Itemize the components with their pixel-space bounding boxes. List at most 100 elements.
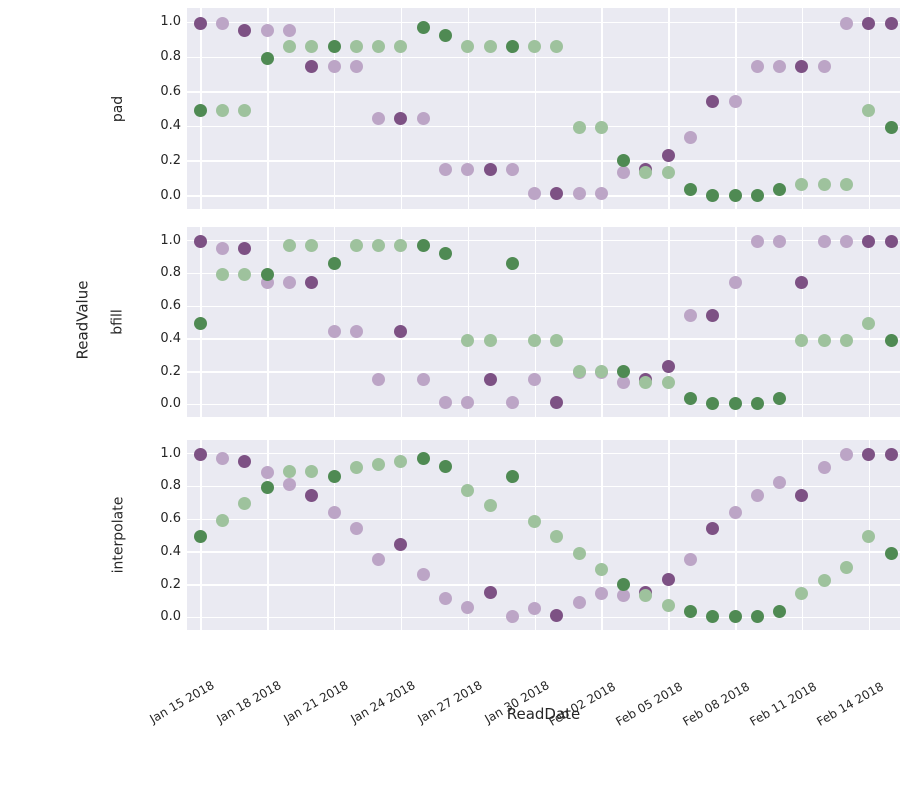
scatter-point (305, 464, 319, 478)
scatter-point (617, 364, 631, 378)
scatter-point (550, 39, 564, 53)
facet-label-bfill: bfill (106, 227, 130, 417)
scatter-point (795, 333, 809, 347)
gridline-horizontal (187, 518, 900, 520)
scatter-point (216, 268, 230, 281)
scatter-point (840, 333, 854, 347)
gridline-vertical (467, 8, 470, 209)
y-tick-label: 0.6 (160, 511, 181, 527)
scatter-point (817, 235, 831, 249)
scatter-point (416, 567, 430, 581)
scatter-point (394, 238, 408, 252)
scatter-point (505, 469, 519, 483)
scatter-point (461, 484, 475, 498)
scatter-point (305, 238, 319, 252)
scatter-point (483, 499, 497, 513)
scatter-point (617, 376, 631, 390)
scatter-point (684, 308, 698, 322)
scatter-point (617, 577, 631, 591)
y-tick-labels-pad: 0.0 0.2 0.4 0.6 0.8 1.0 (141, 8, 181, 209)
scatter-point (394, 454, 408, 468)
gridline-vertical (534, 227, 536, 417)
scatter-point (193, 235, 207, 249)
gridline-horizontal (187, 616, 900, 619)
scatter-point (193, 448, 207, 462)
scatter-point (684, 183, 698, 197)
y-tick-label: 0.0 (160, 187, 181, 203)
gridline-horizontal (187, 195, 900, 197)
scatter-point (260, 51, 274, 65)
scatter-point (349, 238, 363, 252)
gridline-vertical (467, 440, 470, 630)
scatter-point (862, 317, 876, 331)
gridline-vertical (400, 8, 403, 209)
gridline-vertical (267, 8, 269, 209)
gridline-horizontal (187, 403, 900, 406)
scatter-point (550, 530, 564, 544)
scatter-point (416, 372, 430, 386)
panel-plot-area (187, 227, 900, 417)
scatter-point (795, 178, 809, 192)
y-tick-label: 0.6 (160, 83, 181, 99)
scatter-point (661, 166, 675, 180)
gridline-vertical (601, 227, 603, 417)
scatter-point (349, 60, 363, 74)
scatter-point (884, 17, 898, 31)
scatter-point (728, 610, 742, 624)
scatter-point (216, 451, 230, 465)
scatter-point (282, 464, 296, 478)
scatter-point (282, 238, 296, 252)
scatter-point (750, 397, 764, 411)
gridline-horizontal (187, 371, 900, 373)
panel-plot-area (187, 440, 900, 630)
gridline-horizontal (187, 56, 900, 58)
scatter-point (594, 587, 608, 601)
scatter-point (817, 60, 831, 74)
scatter-point (594, 562, 608, 576)
scatter-point (327, 325, 341, 339)
scatter-point (193, 103, 207, 117)
scatter-point (282, 24, 296, 38)
y-tick-label: 1.0 (160, 232, 181, 248)
scatter-point (461, 395, 475, 409)
gridline-vertical (334, 440, 336, 630)
scatter-point (238, 268, 252, 281)
scatter-point (884, 333, 898, 347)
scatter-point (795, 489, 809, 503)
gridline-horizontal (187, 551, 900, 553)
scatter-point (617, 153, 631, 167)
scatter-point (238, 497, 252, 511)
scatter-point (416, 20, 430, 34)
gridline-vertical (735, 8, 737, 209)
gridline-vertical (334, 227, 336, 417)
scatter-point (238, 454, 252, 468)
gridline-horizontal (187, 453, 900, 455)
scatter-point (728, 188, 742, 202)
facet-panel-bfill (187, 227, 900, 417)
gridline-vertical (801, 227, 804, 417)
scatter-point (372, 553, 386, 567)
scatter-point (750, 235, 764, 249)
scatter-point (193, 17, 207, 31)
facet-label-interpolate: interpolate (106, 440, 130, 630)
scatter-point (840, 561, 854, 575)
scatter-point (661, 572, 675, 586)
scatter-point (416, 451, 430, 465)
gridline-horizontal (187, 584, 900, 586)
scatter-point (862, 530, 876, 544)
scatter-point (528, 515, 542, 529)
scatter-point (483, 333, 497, 347)
scatter-point (706, 521, 720, 535)
scatter-point (840, 235, 854, 249)
scatter-point (817, 574, 831, 588)
scatter-point (773, 183, 787, 197)
scatter-point (706, 397, 720, 411)
scatter-point (260, 466, 274, 480)
scatter-point (372, 372, 386, 386)
gridline-vertical (534, 440, 536, 630)
scatter-point (572, 364, 586, 378)
scatter-point (684, 553, 698, 567)
facet-label-text: interpolate (110, 496, 126, 574)
gridline-vertical (735, 440, 737, 630)
